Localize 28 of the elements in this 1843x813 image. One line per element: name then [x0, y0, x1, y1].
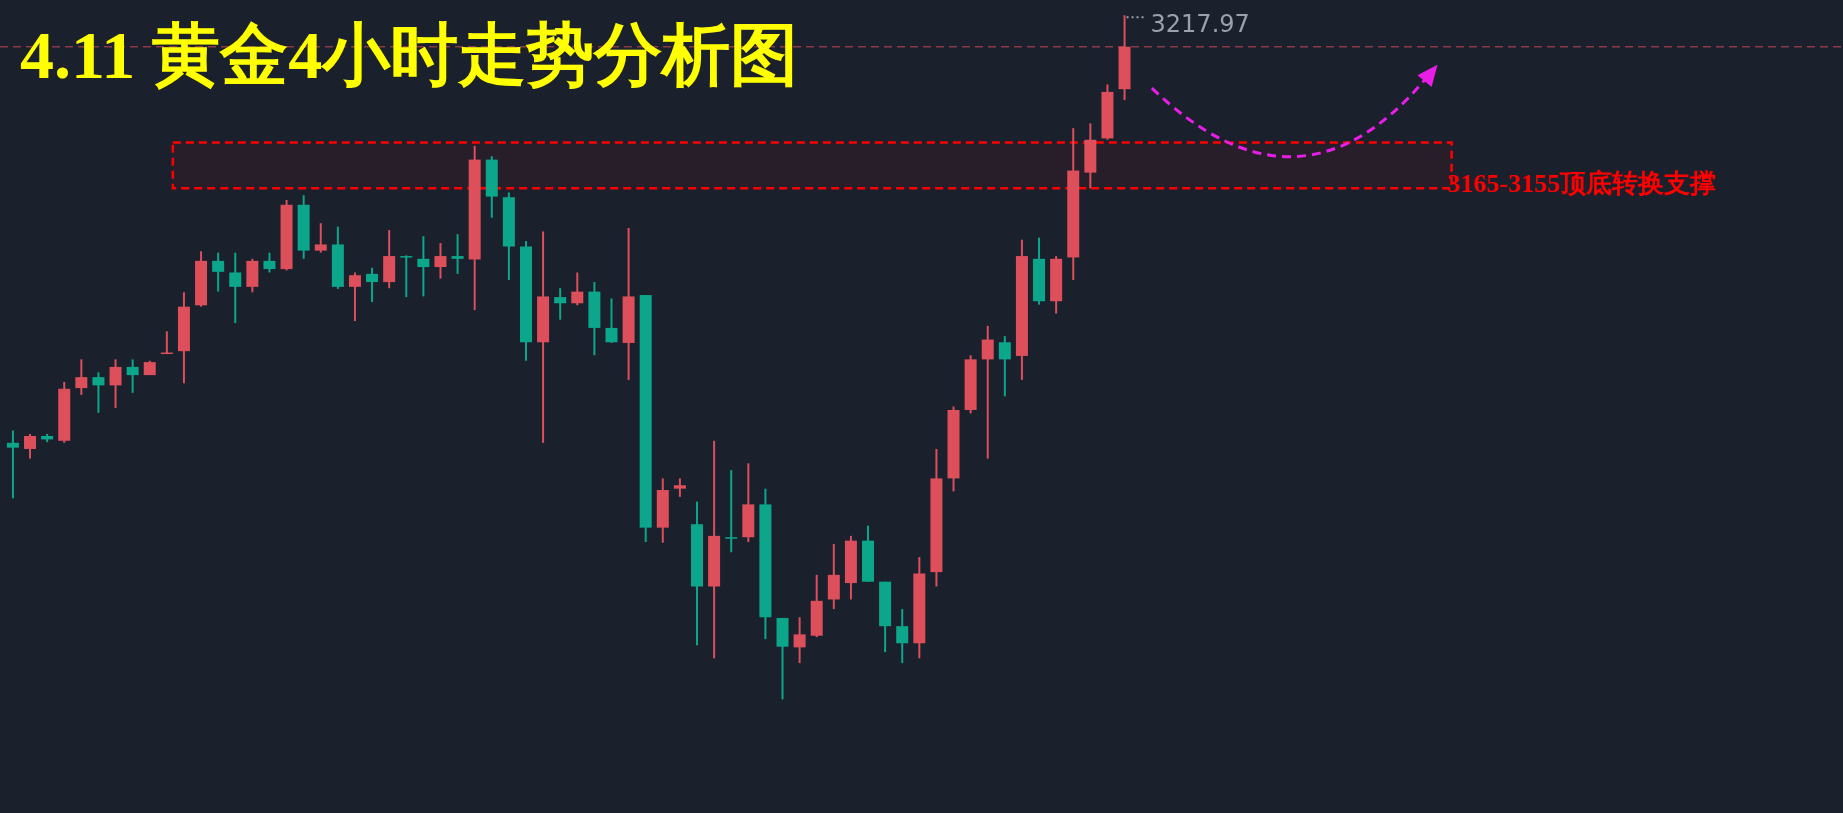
candlestick: [434, 242, 447, 280]
candlestick: [400, 254, 413, 299]
candlestick: [981, 324, 994, 460]
candlestick: [998, 335, 1011, 398]
candlestick: [896, 608, 909, 665]
candlestick: [451, 233, 464, 275]
candlestick: [92, 371, 105, 414]
candlestick: [348, 271, 361, 323]
candlestick: [126, 358, 139, 394]
candlestick: [793, 616, 806, 665]
text: 3217.97: [1150, 10, 1250, 39]
candlestick: [6, 429, 19, 500]
band-label: 3165-3155顶底转换支撑: [1447, 169, 1717, 199]
candlestick: [229, 251, 242, 325]
chart-title: 4.11 黄金4小时走势分析图: [20, 17, 799, 93]
candlestick: [571, 271, 584, 307]
candlestick: [673, 477, 686, 498]
candlestick: [314, 222, 327, 254]
candlestick: [554, 287, 567, 321]
candlestick: [109, 358, 122, 409]
candlestick: [24, 432, 37, 460]
candlestick: [75, 358, 88, 396]
candlestick: [605, 297, 618, 344]
candlestick: [725, 469, 738, 554]
candlestick: [417, 235, 430, 298]
candlestick: [263, 251, 276, 274]
candlestick: [212, 251, 225, 293]
candlestick: [366, 266, 379, 303]
